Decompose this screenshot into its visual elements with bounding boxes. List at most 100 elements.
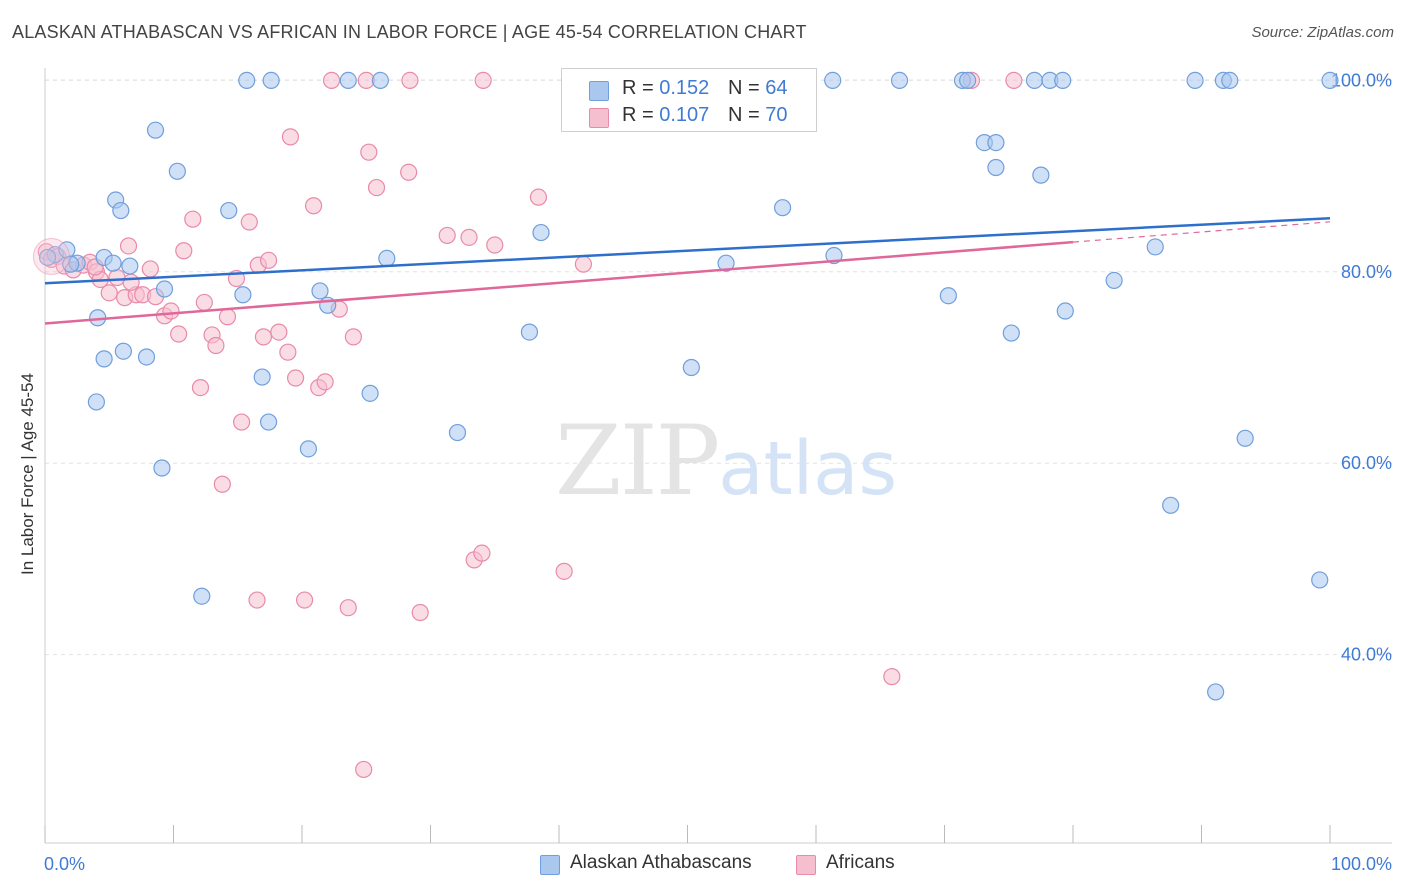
- legend-n: N = 64: [728, 77, 788, 99]
- data-point-african: [339, 599, 357, 617]
- legend-row-africans: R = 0.107 N = 70: [562, 101, 816, 131]
- data-point-african: [474, 71, 492, 90]
- data-point-african: [360, 143, 378, 161]
- data-point-athabascan: [361, 384, 379, 402]
- data-point-athabascan: [38, 248, 57, 267]
- data-point-african: [295, 591, 314, 609]
- data-point-african: [279, 343, 297, 361]
- data-point-african: [438, 226, 456, 245]
- data-point-athabascan: [987, 134, 1005, 152]
- data-point-african: [207, 336, 225, 355]
- data-point-athabascan: [1236, 429, 1254, 447]
- data-point-african: [304, 197, 323, 215]
- data-point-athabascan: [238, 71, 256, 90]
- legend-r: R = 0.152: [622, 77, 710, 99]
- data-point-african: [529, 188, 548, 206]
- data-point-african: [401, 71, 419, 90]
- trendline-african-extension: [1072, 221, 1331, 243]
- data-point-athabascan: [1105, 271, 1123, 290]
- watermark: ZIPatlas: [555, 405, 897, 517]
- legend-swatch-blue: [589, 81, 609, 101]
- legend-r: R = 0.107: [622, 104, 710, 126]
- data-point-athabascan: [987, 158, 1005, 177]
- data-point-african: [486, 236, 504, 254]
- y-tick-label: 40.0%: [1341, 645, 1392, 665]
- data-point-athabascan: [682, 358, 700, 377]
- data-point-african: [473, 544, 491, 562]
- data-point-athabascan: [520, 323, 539, 341]
- data-point-african: [883, 668, 901, 686]
- bottom-legend-label: Africans: [826, 852, 895, 873]
- data-point-athabascan: [95, 350, 113, 368]
- data-point-african: [141, 260, 159, 278]
- data-point-african: [367, 178, 386, 197]
- data-point-athabascan: [220, 201, 238, 220]
- data-point-african: [344, 328, 362, 346]
- data-point-athabascan: [371, 71, 389, 90]
- data-point-athabascan: [114, 342, 132, 360]
- data-point-athabascan: [1002, 324, 1020, 342]
- data-point-african: [218, 308, 237, 326]
- data-point-athabascan: [104, 254, 122, 272]
- data-point-athabascan: [939, 287, 957, 305]
- data-point-african: [248, 591, 266, 609]
- data-point-african: [355, 760, 373, 779]
- legend-r-value: 0.152: [659, 77, 710, 99]
- data-point-african: [259, 251, 278, 269]
- data-point-athabascan: [87, 393, 106, 411]
- data-point-athabascan: [717, 254, 735, 272]
- data-point-athabascan: [1032, 166, 1050, 184]
- data-point-african: [195, 293, 213, 312]
- legend-n-value: 70: [765, 104, 788, 126]
- data-point-athabascan: [62, 255, 80, 273]
- legend-r-value: 0.107: [659, 104, 710, 126]
- data-point-african: [175, 242, 193, 260]
- data-point-african: [1005, 71, 1023, 90]
- data-point-athabascan: [1321, 71, 1339, 90]
- data-point-african: [286, 369, 305, 387]
- data-point-athabascan: [153, 459, 171, 477]
- data-point-athabascan: [146, 121, 165, 139]
- data-point-athabascan: [1186, 71, 1204, 90]
- bottom-legend-label: Alaskan Athabascans: [570, 852, 752, 873]
- bottom-legend-swatch-pink: [796, 855, 816, 875]
- data-point-african: [170, 325, 188, 343]
- data-point-african: [254, 328, 273, 346]
- y-tick-label: 80.0%: [1341, 262, 1392, 282]
- data-point-athabascan: [448, 423, 467, 442]
- watermark-zip: ZIP: [555, 405, 720, 517]
- data-point-african: [119, 237, 138, 255]
- data-point-athabascan: [262, 71, 280, 90]
- trendline-athabascan: [44, 216, 1331, 285]
- watermark-atlas: atlas: [718, 426, 898, 512]
- chart-title: ALASKAN ATHABASCAN VS AFRICAN IN LABOR F…: [12, 22, 807, 42]
- data-point-african: [411, 603, 429, 622]
- x-tick-label: 100.0%: [1331, 854, 1392, 874]
- data-point-athabascan: [259, 413, 278, 431]
- legend-n: N = 70: [728, 104, 788, 126]
- y-tick-label: 60.0%: [1341, 453, 1392, 473]
- data-point-athabascan: [1311, 571, 1329, 589]
- data-point-athabascan: [959, 71, 977, 90]
- data-point-african: [162, 302, 180, 320]
- data-point-athabascan: [378, 249, 396, 268]
- y-tick-label: 100.0%: [1331, 70, 1392, 90]
- legend-swatch-pink: [589, 108, 609, 128]
- data-point-african: [213, 475, 231, 493]
- data-point-african: [281, 128, 300, 146]
- data-point-athabascan: [168, 162, 186, 180]
- data-point-african: [400, 163, 418, 181]
- data-point-african: [316, 373, 334, 391]
- data-point-athabascan: [1146, 238, 1164, 256]
- data-point-athabascan: [1025, 71, 1044, 90]
- data-point-athabascan: [121, 257, 139, 275]
- data-point-african: [460, 228, 478, 246]
- data-point-athabascan: [339, 71, 357, 90]
- data-cluster-african: [32, 237, 70, 275]
- data-point-athabascan: [1054, 71, 1072, 90]
- source-label: Source: ZipAtlas.com: [1251, 24, 1394, 41]
- data-point-african: [233, 413, 251, 431]
- data-point-african: [555, 562, 573, 580]
- data-point-athabascan: [532, 223, 550, 242]
